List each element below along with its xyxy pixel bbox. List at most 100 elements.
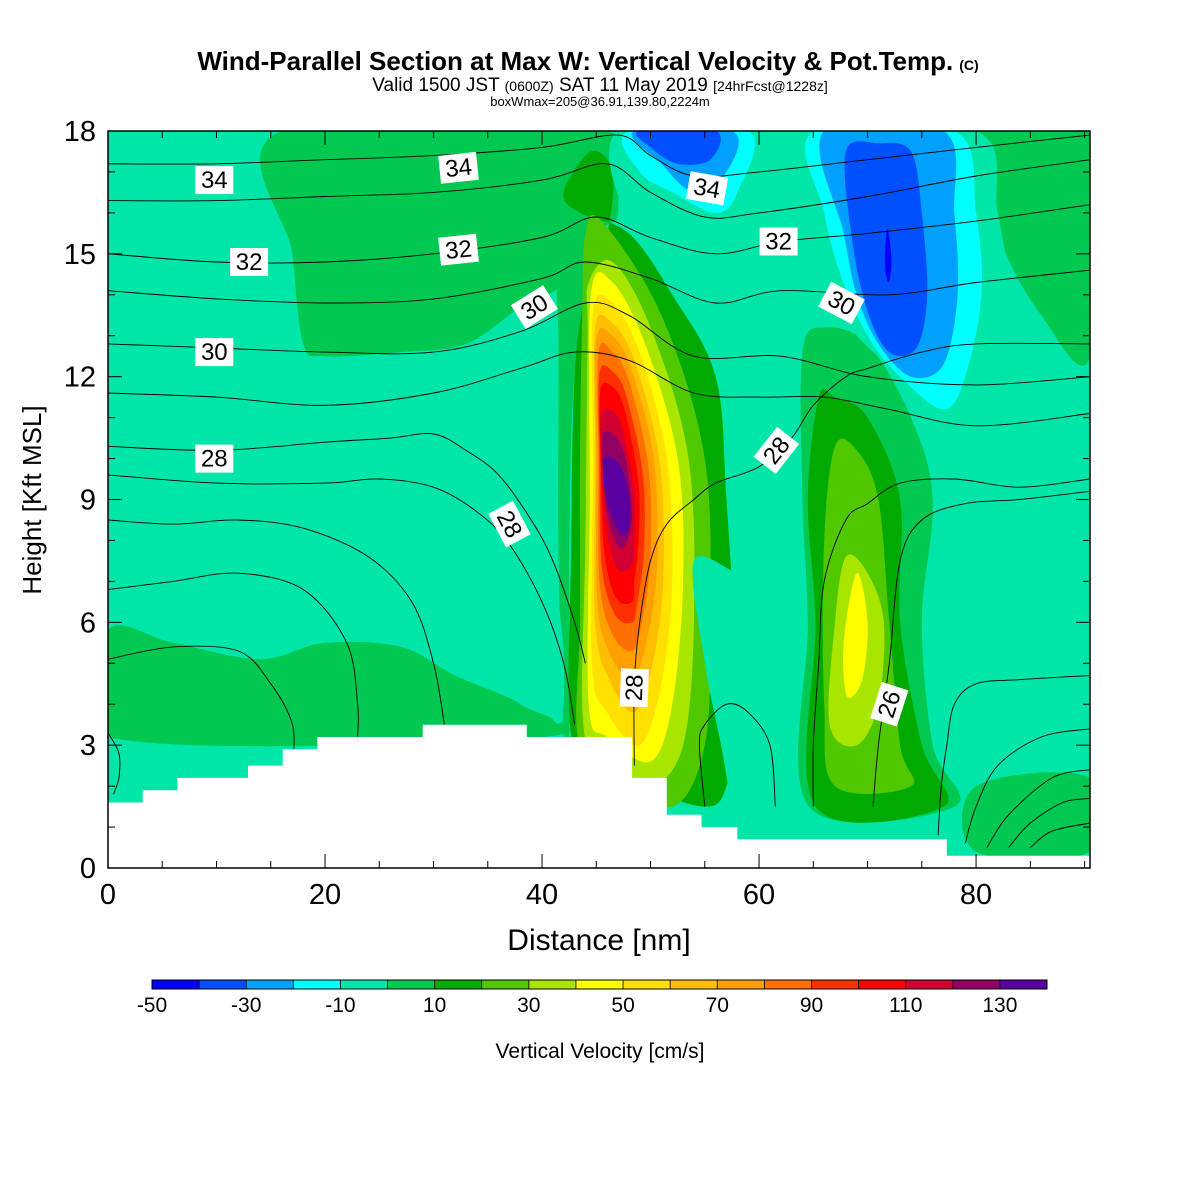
contour-label-box bbox=[488, 500, 531, 548]
theta-contour-line bbox=[108, 732, 121, 795]
contour-label-box bbox=[753, 426, 800, 474]
x-axis-label: Distance [nm] bbox=[507, 924, 690, 957]
velocity-region bbox=[602, 456, 631, 537]
theta-contour-line bbox=[1030, 822, 1090, 848]
theta-contour-line bbox=[108, 645, 295, 766]
chart-subtitle: Valid 1500 JST (0600Z) SAT 11 May 2019 [… bbox=[372, 75, 828, 96]
contour-label: 32 bbox=[438, 233, 479, 266]
contour-label: 28 bbox=[195, 444, 234, 473]
velocity-region bbox=[884, 228, 892, 283]
colorbar-swatch bbox=[858, 980, 906, 989]
contour-label: 34 bbox=[685, 171, 729, 206]
contour-label-text: 30 bbox=[201, 339, 228, 366]
velocity-region bbox=[961, 772, 1090, 861]
contour-label-box bbox=[230, 248, 269, 276]
y-tick-label: 12 bbox=[64, 362, 96, 394]
colorbar-tick-label: 10 bbox=[423, 994, 446, 1017]
contour-label-box bbox=[818, 281, 865, 325]
contour-label-box bbox=[438, 233, 479, 266]
theta-contour-line bbox=[108, 159, 1090, 219]
contour-label: 34 bbox=[195, 166, 234, 195]
colorbar-frame bbox=[151, 979, 1048, 990]
contour-label-box bbox=[759, 227, 798, 256]
contour-label-text: 34 bbox=[691, 173, 722, 204]
y-tick-label: 0 bbox=[80, 853, 96, 885]
velocity-fill-layer bbox=[108, 131, 1090, 861]
contour-label: 34 bbox=[438, 151, 479, 184]
theta-contour-line bbox=[964, 728, 1090, 844]
theta-contour-line bbox=[108, 572, 359, 738]
contour-label: 30 bbox=[195, 338, 234, 367]
x-tick-label: 80 bbox=[960, 879, 992, 911]
colorbar-swatch bbox=[575, 980, 624, 989]
theta-contour-line bbox=[633, 342, 1090, 766]
colorbar-swatch bbox=[999, 980, 1048, 989]
colorbar-swatch bbox=[670, 980, 718, 989]
colorbar-swatch bbox=[434, 980, 483, 989]
theta-contour-line bbox=[108, 134, 1090, 178]
contour-label-text: 28 bbox=[201, 446, 228, 473]
colorbar: -50 -30 -10 10 30 50 70 90 110 130 bbox=[137, 979, 1048, 1017]
velocity-region bbox=[971, 131, 1090, 366]
colorbar-tick-label: -30 bbox=[231, 994, 261, 1017]
colorbar-swatch bbox=[152, 980, 200, 989]
velocity-region bbox=[843, 572, 868, 698]
contour-label-box bbox=[510, 285, 558, 330]
contour-label-box bbox=[685, 171, 729, 206]
contour-label-box bbox=[438, 151, 479, 184]
theta-contour-line bbox=[937, 675, 1090, 836]
colorbar-tick-label: 110 bbox=[889, 994, 922, 1017]
velocity-region bbox=[692, 555, 779, 817]
colorbar-swatch bbox=[528, 980, 577, 989]
y-tick-label: 18 bbox=[64, 116, 96, 148]
contour-label-text: 34 bbox=[201, 167, 228, 194]
y-tick-label: 9 bbox=[80, 485, 96, 517]
colorbar-swatch bbox=[199, 980, 247, 989]
colorbar-swatch bbox=[623, 980, 671, 989]
y-axis-label: Height [Kft MSL] bbox=[17, 405, 47, 594]
theta-contour-line bbox=[108, 301, 1090, 386]
colorbar-tick-label: -10 bbox=[325, 994, 355, 1017]
colorbar-tick-label: 30 bbox=[517, 994, 540, 1017]
terrain-mask bbox=[108, 724, 1090, 868]
contour-label-box bbox=[619, 668, 649, 708]
colorbar-label: Vertical Velocity [cm/s] bbox=[496, 1040, 705, 1063]
y-tick-label: 6 bbox=[80, 607, 96, 639]
theta-contour-line bbox=[108, 519, 445, 725]
theta-contour-line bbox=[108, 261, 1090, 304]
colorbar-swatch bbox=[905, 980, 954, 989]
x-tick-label: 60 bbox=[743, 879, 775, 911]
colorbar-tick-label: 50 bbox=[611, 994, 634, 1017]
colorbar-swatch bbox=[811, 980, 859, 989]
colorbar-swatch bbox=[340, 980, 388, 989]
contour-label-box bbox=[195, 166, 234, 195]
colorbar-swatch bbox=[952, 980, 1001, 989]
colorbar-swatch bbox=[387, 980, 435, 989]
theta-contour-line bbox=[108, 204, 1090, 264]
velocity-region bbox=[108, 625, 571, 747]
velocity-region bbox=[550, 131, 619, 762]
theta-contour-line bbox=[872, 490, 1090, 807]
axes: 0 20 40 60 80 0 3 6 9 12 15 18 bbox=[64, 116, 1090, 911]
x-tick-label: 40 bbox=[526, 879, 558, 911]
theta-contour-line bbox=[812, 478, 1090, 807]
contour-label-box bbox=[870, 681, 909, 727]
theta-contour-line bbox=[108, 351, 1090, 427]
theta-contour-layer bbox=[108, 134, 1090, 848]
velocity-region bbox=[346, 361, 502, 480]
colorbar-swatch bbox=[764, 980, 812, 989]
theta-contour-line bbox=[108, 433, 586, 664]
contour-label: 32 bbox=[230, 248, 269, 276]
contour-label-text: 34 bbox=[444, 153, 473, 183]
y-tick-label: 15 bbox=[64, 239, 96, 271]
contour-label-text: 28 bbox=[621, 674, 649, 702]
colorbar-swatch bbox=[293, 980, 341, 989]
contour-label: 28 bbox=[619, 668, 649, 708]
colorbar-tick-label: 70 bbox=[706, 994, 729, 1017]
contour-label-box bbox=[195, 444, 234, 473]
contour-label-text: 32 bbox=[236, 249, 263, 276]
contour-label-text: 32 bbox=[765, 229, 792, 256]
